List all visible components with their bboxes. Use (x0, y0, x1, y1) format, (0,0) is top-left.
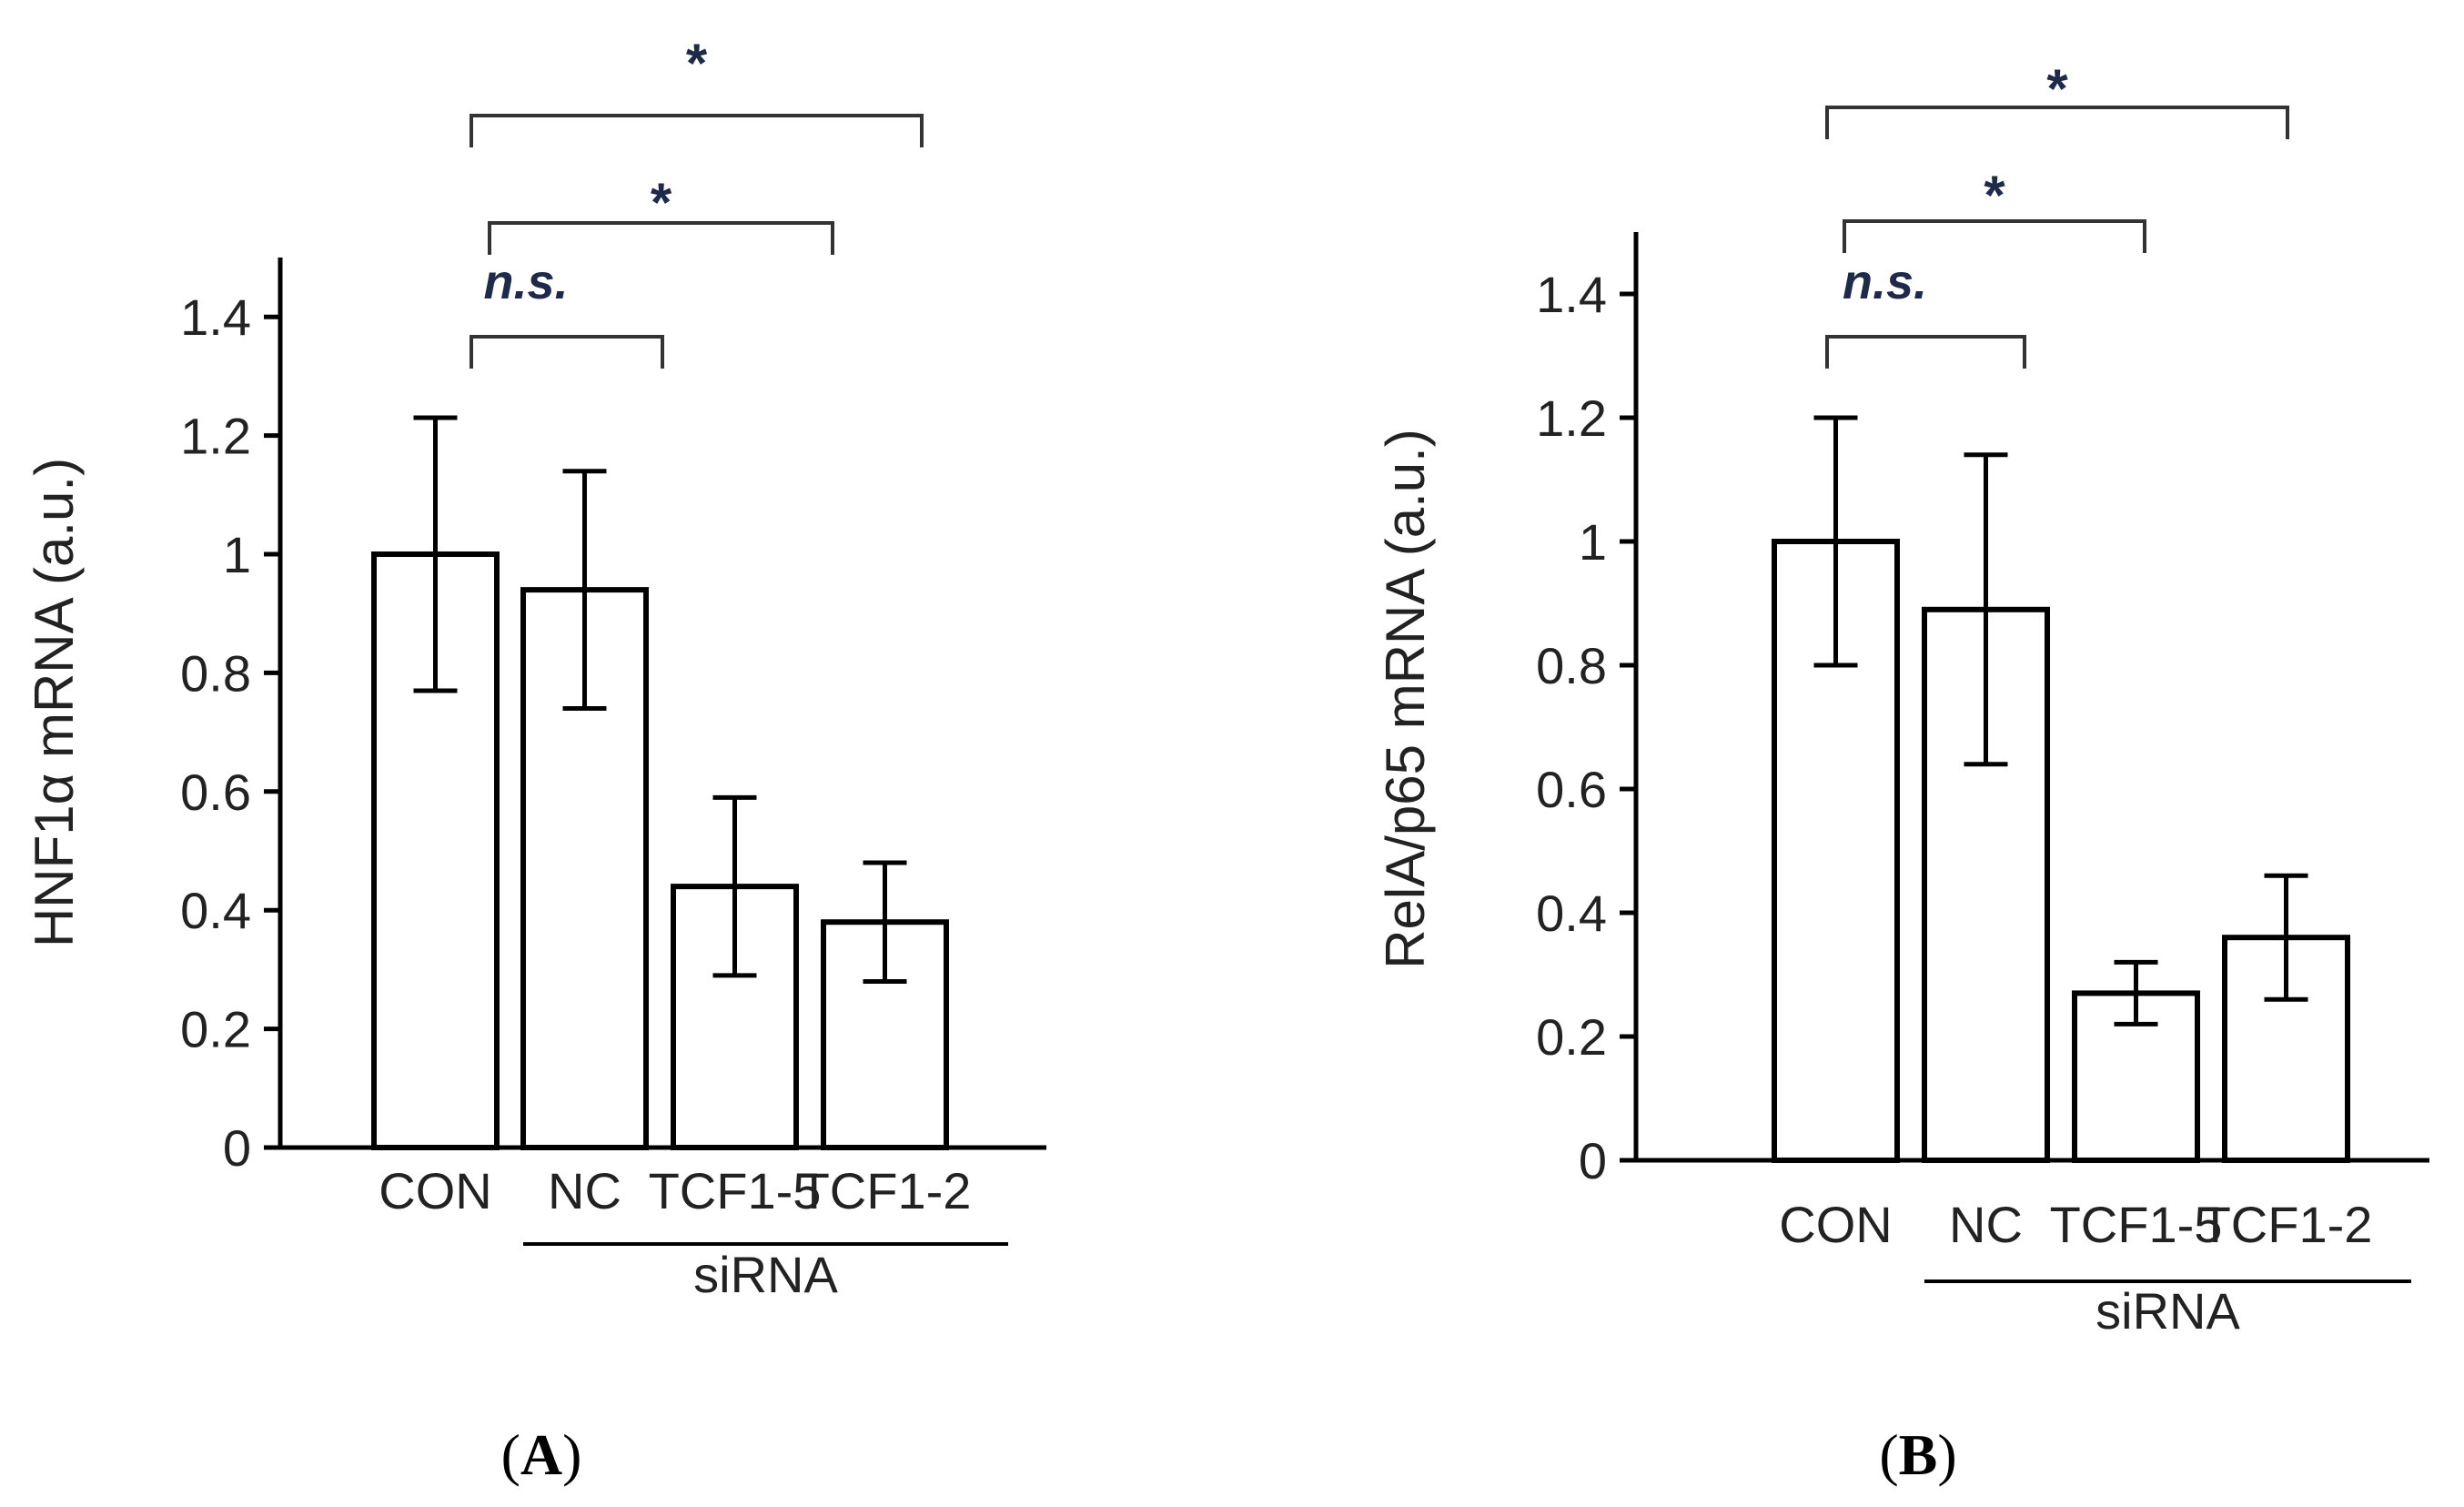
chart-a-y-tick-label: 0 (223, 1119, 251, 1177)
chart-a-significance-bracket (488, 221, 834, 255)
chart-b-category-label: TCF1-2 (2200, 1196, 2373, 1253)
chart-b-y-tick-label: 0.4 (1536, 885, 1607, 942)
chart-b-y-tick-label: 0 (1579, 1132, 1607, 1189)
chart-a-panel-paren: ) (562, 1422, 581, 1487)
chart-a-category-label: CON (379, 1162, 491, 1219)
chart-a-y-axis-label: HNF1α mRNA (a.u.) (24, 458, 85, 947)
chart-a-significance-bracket (470, 335, 664, 369)
chart-b-significance-bracket (1843, 219, 2146, 253)
chart-b-significance-bracket (1825, 106, 2289, 139)
chart-b-y-tick-label: 1 (1579, 513, 1607, 571)
chart-a-bar (520, 587, 649, 1150)
chart-a-category-label: TCF1-5 (649, 1162, 822, 1219)
chart-b-significance-label: * (2046, 58, 2068, 119)
chart-a-group-label: siRNA (693, 1246, 838, 1303)
chart-a-y-tick-label: 0.6 (180, 764, 251, 821)
chart-a-y-tick-label: 0.2 (180, 1001, 251, 1058)
chart-a-panel-letter: A (520, 1422, 562, 1487)
chart-a-significance-label: * (686, 33, 708, 94)
chart-a-category-label: NC (548, 1162, 621, 1219)
chart-b-y-tick-label: 0.6 (1536, 761, 1607, 818)
chart-a-bar (671, 884, 799, 1150)
chart-b-category-label: CON (1779, 1196, 1892, 1253)
chart-b-panel-paren: ) (1937, 1422, 1956, 1487)
chart-a-significance-bracket (470, 114, 924, 147)
chart-a-y-tick-label: 1 (223, 526, 251, 583)
chart-b-significance-bracket (1825, 335, 2026, 369)
chart-a-y-tick-label: 0.4 (180, 882, 251, 939)
chart-a-significance-label: n.s. (483, 255, 568, 309)
chart-a-panel-paren: ( (501, 1422, 520, 1487)
chart-b-category-label: TCF1-5 (2050, 1196, 2223, 1253)
chart-b-panel-paren: ( (1879, 1422, 1898, 1487)
chart-b-y-axis-label: RelA/p65 mRNA (a.u.) (1375, 429, 1436, 969)
chart-a-y-tick-label: 1.2 (180, 408, 251, 465)
chart-b-panel-label: (B) (1879, 1422, 1956, 1487)
chart-b-y-tick-label: 1.2 (1536, 389, 1607, 447)
chart-b-group-label: siRNA (2095, 1282, 2240, 1340)
chart-b-significance-label: n.s. (1843, 255, 1927, 309)
chart-b-y-tick-label: 1.4 (1536, 266, 1607, 323)
chart-a-panel-label: (A) (501, 1422, 582, 1487)
chart-b-y-tick-label: 0.2 (1536, 1008, 1607, 1066)
chart-a-significance-label: * (651, 172, 672, 233)
chart-a-y-tick-label: 0.8 (180, 644, 251, 702)
chart-b-panel-letter: B (1899, 1422, 1938, 1487)
chart-b-significance-label: * (1984, 165, 2005, 226)
chart-b-category-label: NC (1949, 1196, 2023, 1253)
chart-a-y-tick-label: 1.4 (180, 288, 251, 346)
chart-a-category-label: TCF1-2 (799, 1162, 972, 1219)
chart-b-y-tick-label: 0.8 (1536, 637, 1607, 694)
